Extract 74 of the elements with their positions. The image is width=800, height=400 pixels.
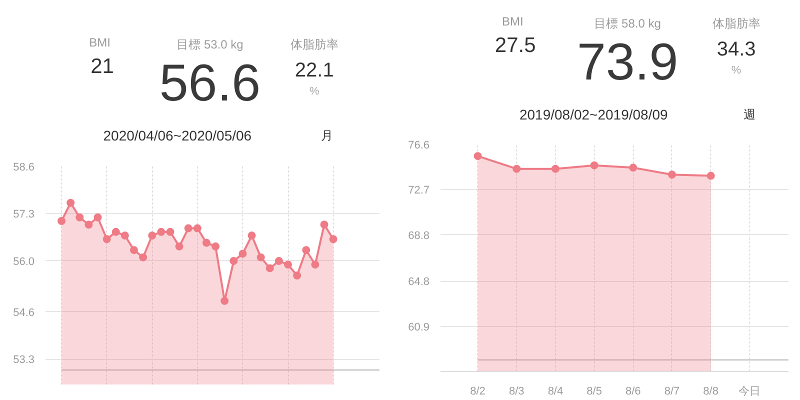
text: BMI bbox=[89, 36, 110, 50]
point bbox=[102, 235, 111, 244]
x-tick-label: 8/8 bbox=[703, 386, 718, 398]
point bbox=[166, 228, 174, 236]
x-tick-label: 8/3 bbox=[508, 386, 524, 398]
text: 22.1 bbox=[294, 60, 334, 82]
point bbox=[148, 232, 156, 240]
text: BMI bbox=[502, 14, 524, 28]
text: 73.9 bbox=[576, 34, 678, 92]
y-tick-label: 54.6 bbox=[13, 306, 35, 319]
point bbox=[629, 164, 638, 172]
point bbox=[175, 242, 184, 250]
point bbox=[202, 238, 210, 247]
text: 目標 53.0 kg bbox=[176, 38, 244, 52]
text: 体脂肪率 bbox=[712, 16, 760, 30]
text: 月 bbox=[320, 128, 333, 142]
y-tick-label: 56.0 bbox=[13, 256, 35, 268]
text: 週 bbox=[743, 108, 756, 122]
text: 2020/04/06~2020/05/06 bbox=[103, 128, 252, 144]
point bbox=[238, 250, 247, 258]
point bbox=[293, 272, 302, 280]
text: 34.3 bbox=[716, 38, 756, 60]
point bbox=[590, 161, 598, 170]
point bbox=[256, 253, 265, 262]
point bbox=[668, 170, 676, 179]
x-tick-label: 8/6 bbox=[625, 386, 641, 398]
point bbox=[157, 228, 166, 236]
x-tick-label: 今日 bbox=[738, 386, 761, 398]
point bbox=[184, 224, 192, 232]
y-tick-label: 72.7 bbox=[408, 184, 430, 197]
point bbox=[274, 256, 283, 265]
point bbox=[320, 220, 328, 229]
text: 56.6 bbox=[159, 54, 261, 112]
point bbox=[551, 164, 560, 173]
y-tick-label: 57.3 bbox=[13, 208, 35, 221]
point bbox=[284, 260, 292, 269]
text: 27.5 bbox=[494, 34, 536, 57]
point bbox=[302, 246, 310, 254]
point bbox=[212, 242, 220, 250]
x-tick-label: 8/2 bbox=[470, 386, 486, 398]
point bbox=[84, 220, 93, 229]
y-tick-label: 60.9 bbox=[408, 321, 430, 334]
point bbox=[139, 253, 148, 262]
point bbox=[311, 260, 320, 269]
y-tick-label: 76.6 bbox=[408, 140, 430, 152]
y-tick-label: 53.3 bbox=[13, 354, 35, 366]
y-tick-label: 58.6 bbox=[13, 162, 35, 174]
point bbox=[474, 152, 482, 160]
point bbox=[706, 172, 715, 180]
y-tick-label: 68.8 bbox=[408, 230, 430, 242]
point bbox=[512, 164, 521, 173]
x-tick-label: 8/4 bbox=[548, 386, 564, 398]
point bbox=[130, 246, 138, 254]
point bbox=[220, 296, 229, 305]
point bbox=[76, 213, 84, 222]
point bbox=[120, 232, 129, 240]
y-tick-label: 64.8 bbox=[408, 276, 430, 288]
text: % bbox=[731, 64, 742, 76]
point bbox=[193, 224, 202, 232]
x-tick-label: 8/7 bbox=[664, 386, 680, 398]
text: 2019/08/02~2019/08/09 bbox=[519, 106, 668, 122]
text: 目標 58.0 kg bbox=[594, 16, 661, 30]
point bbox=[248, 232, 256, 240]
point bbox=[112, 228, 120, 236]
text: 体脂肪率 bbox=[290, 38, 338, 52]
point bbox=[230, 256, 238, 265]
text: 21 bbox=[90, 55, 114, 78]
point bbox=[66, 198, 75, 207]
point bbox=[58, 217, 66, 225]
point bbox=[94, 213, 102, 222]
x-tick-label: 8/5 bbox=[586, 386, 602, 398]
text: % bbox=[309, 86, 320, 98]
point bbox=[329, 235, 338, 244]
point bbox=[266, 264, 274, 272]
